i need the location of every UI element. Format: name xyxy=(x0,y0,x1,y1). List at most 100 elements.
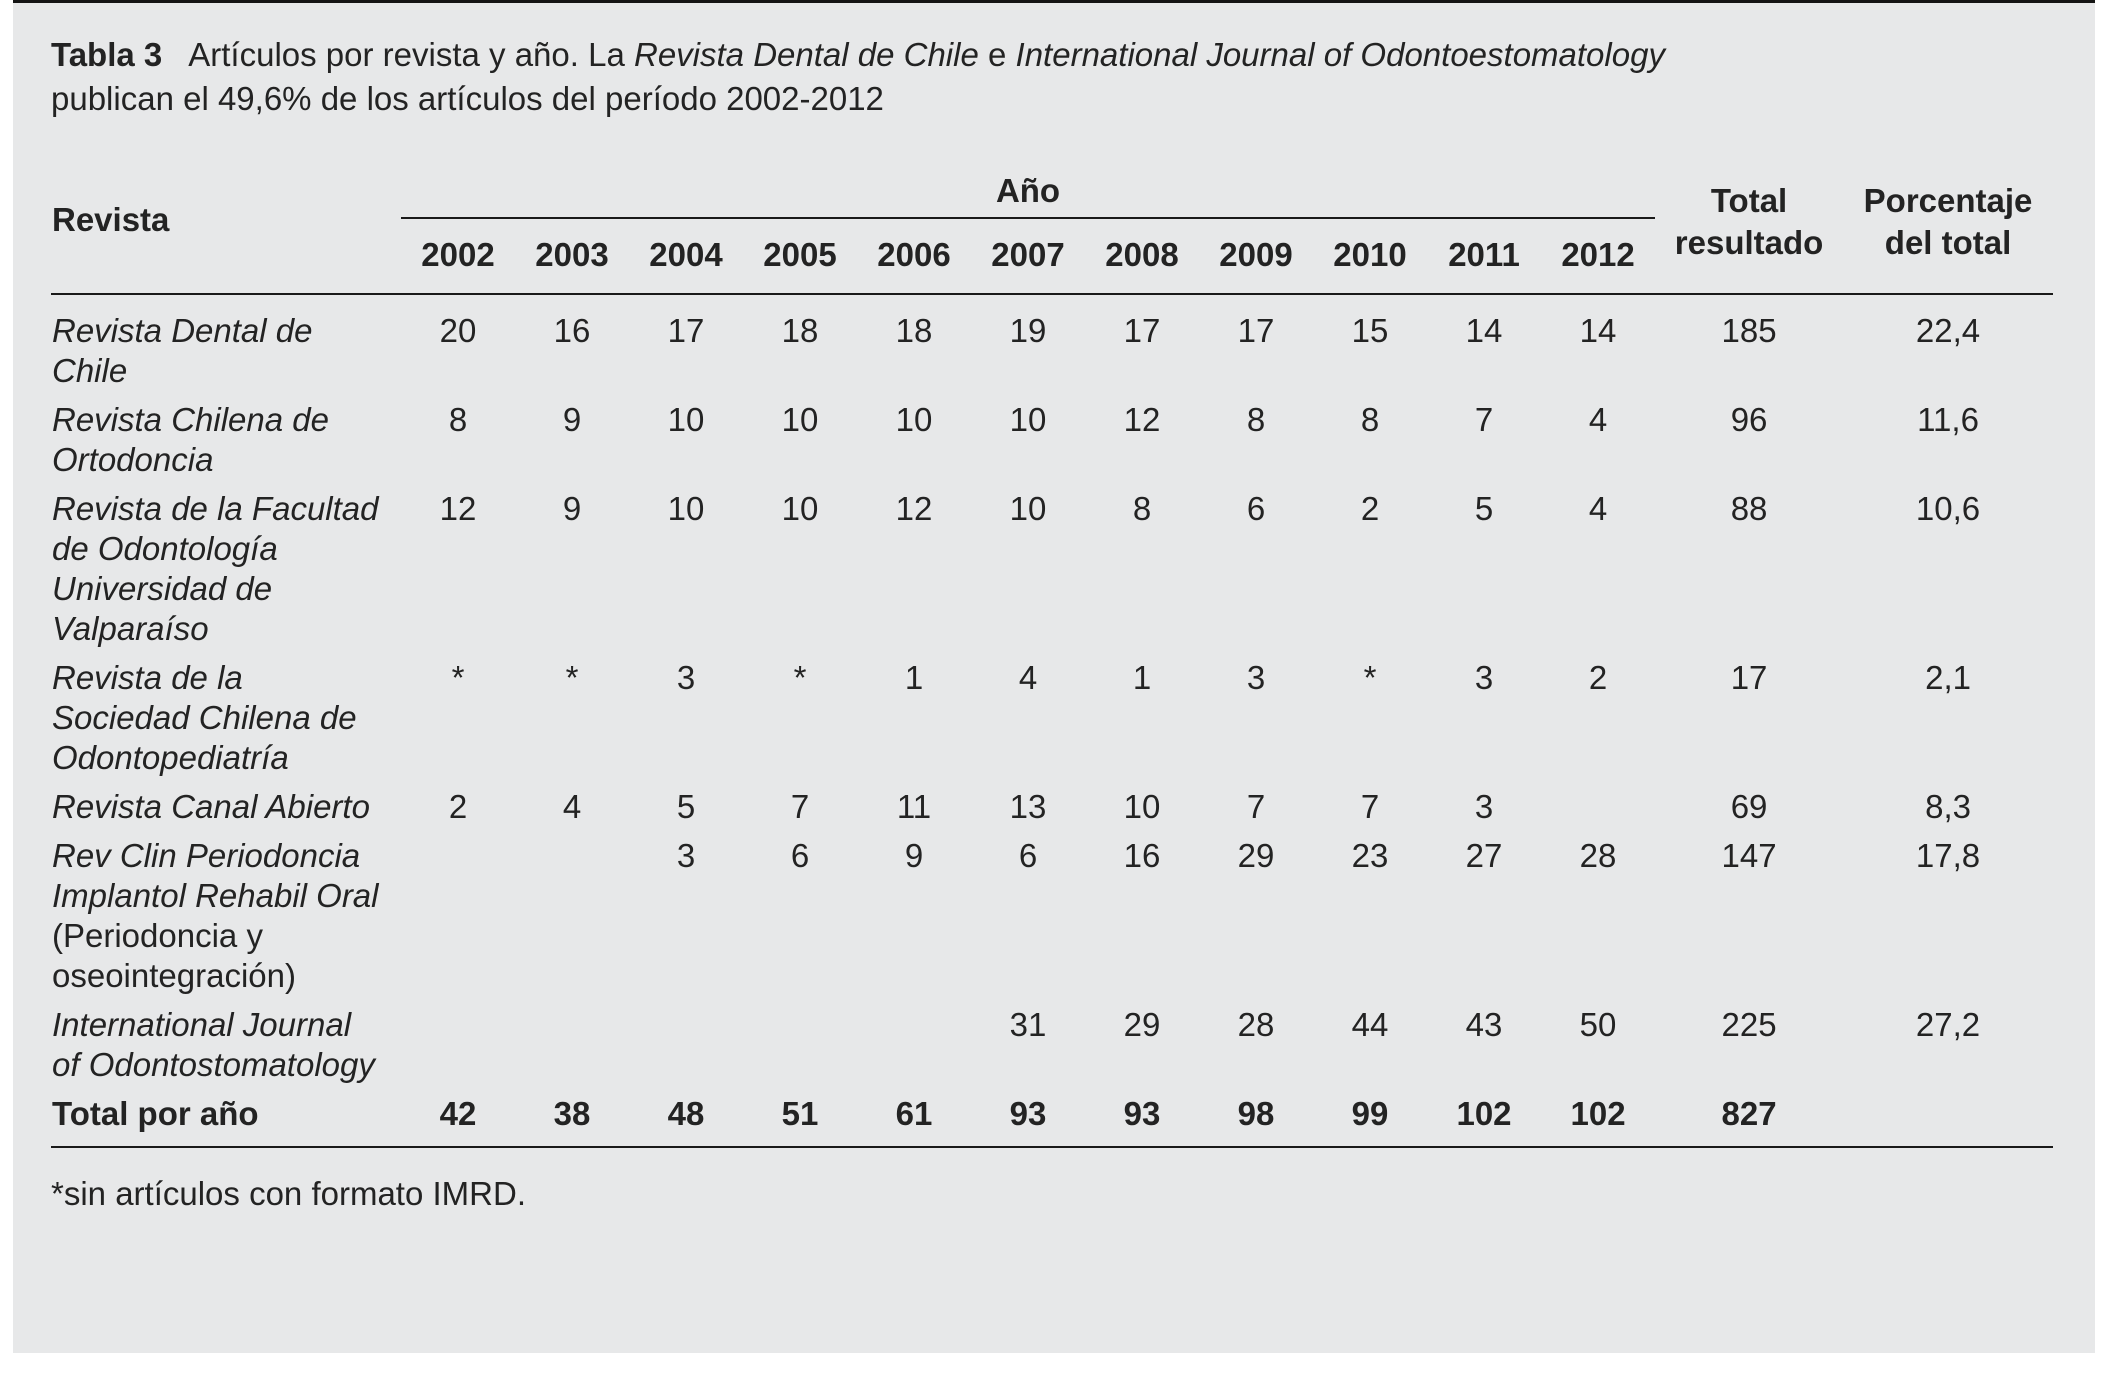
year-total-cell: 98 xyxy=(1199,1086,1313,1148)
year-value-cell: 28 xyxy=(1237,1006,1275,1043)
journal-name-italic: Rev Clin Periodoncia Implantol Rehabil O… xyxy=(52,837,379,914)
table-body: Revista Dental de Chile 20 16 17 18 18 19 17 17 1… xyxy=(51,294,2054,1148)
table-number: Tabla 3 xyxy=(51,36,163,73)
year-value-cell: 12 xyxy=(895,490,933,527)
year-value-cell: 44 xyxy=(1351,1006,1389,1043)
year-value-cell: 10 xyxy=(1009,490,1047,527)
col-header-year: 2010 xyxy=(1313,218,1427,295)
year-value-cell: 16 xyxy=(1123,837,1161,874)
year-value-cell: * xyxy=(793,659,807,696)
year-total-cell: 51 xyxy=(743,1086,857,1148)
year-value-cell: 10 xyxy=(1123,788,1161,825)
year-value-cell: 17 xyxy=(1237,312,1275,349)
year-value-cell: 10 xyxy=(1009,401,1047,438)
col-header-porcentaje-del-total: Porcentaje del total xyxy=(1843,159,2054,295)
year-value-cell: 7 xyxy=(1474,401,1494,438)
year-value-cell: 7 xyxy=(1246,788,1266,825)
year-total-cell: 102 xyxy=(1541,1086,1656,1148)
year-value-cell: 6 xyxy=(1246,490,1266,527)
table-row: Revista Dental de Chile 20 16 17 18 18 19 17 17 1… xyxy=(51,294,2053,392)
year-total-cell: 48 xyxy=(629,1086,743,1148)
year-value-cell xyxy=(1541,779,1655,828)
year-value-cell: 8 xyxy=(448,401,468,438)
table-panel: Tabla 3 Artículos por revista y año. La R… xyxy=(13,0,2095,1353)
table-row: Revista de la Sociedad Chilena de Odonto… xyxy=(51,650,2053,779)
total-row-label: Total por año xyxy=(51,1086,401,1148)
year-value-cell: 9 xyxy=(904,837,924,874)
year-value-cell: 5 xyxy=(676,788,696,825)
journal-name-cell: Revista Dental de Chile xyxy=(51,294,401,392)
journal-name-cell: International Journal of Odontostomatolo… xyxy=(51,997,401,1086)
year-value-cell: 3 xyxy=(676,659,696,696)
col-header-year: 2009 xyxy=(1199,218,1313,295)
table-caption: Tabla 3 Artículos por revista y año. La R… xyxy=(51,23,2059,121)
table-header: Revista Año Total resultado Porcentaje d… xyxy=(51,159,2054,295)
col-header-year: 2004 xyxy=(629,218,743,295)
year-value-cell: 18 xyxy=(895,312,933,349)
year-total-cell: 93 xyxy=(1085,1086,1199,1148)
year-value-cell: 31 xyxy=(1009,1006,1047,1043)
col-header-year: 2007 xyxy=(971,218,1085,295)
year-value-cell: 8 xyxy=(1246,401,1266,438)
year-value-cell xyxy=(743,997,857,1086)
journal-name-italic: Revista Dental de Chile xyxy=(52,312,313,389)
year-value-cell: 50 xyxy=(1579,1006,1617,1043)
year-value-cell xyxy=(401,828,515,997)
caption-text-2: e xyxy=(978,36,1016,73)
journal-name-cell: Rev Clin Periodoncia Implantol Rehabil O… xyxy=(51,828,401,997)
total-cell: 185 xyxy=(1721,312,1777,349)
col-header-year: 2012 xyxy=(1541,218,1656,295)
year-value-cell: 17 xyxy=(1123,312,1161,349)
col-header-year: 2003 xyxy=(515,218,629,295)
year-value-cell: 8 xyxy=(1132,490,1152,527)
year-total-cell: 93 xyxy=(971,1086,1085,1148)
total-cell: 147 xyxy=(1721,837,1777,874)
year-value-cell: 10 xyxy=(781,490,819,527)
articles-by-journal-year-table: Revista Año Total resultado Porcentaje d… xyxy=(51,159,2054,1148)
year-header-row: 2002 2003 2004 2005 2006 2007 2008 2009 2010 2011… xyxy=(51,218,2053,295)
table-row: International Journal of Odontostomatolo… xyxy=(51,997,2053,1086)
year-value-cell: 28 xyxy=(1579,837,1617,874)
pct-cell: 22,4 xyxy=(1915,312,1981,349)
year-value-cell: 12 xyxy=(1123,401,1161,438)
total-cell: 69 xyxy=(1730,788,1768,825)
year-value-cell: 6 xyxy=(790,837,810,874)
year-value-cell: 3 xyxy=(676,837,696,874)
year-value-cell: 7 xyxy=(1360,788,1380,825)
table-footnote: *sin artículos con formato IMRD. xyxy=(51,1175,526,1212)
journal-name-roman: (Periodoncia y oseointegración) xyxy=(52,917,296,994)
year-value-cell: 1 xyxy=(1132,659,1152,696)
pct-cell: 11,6 xyxy=(1917,401,1979,438)
year-value-cell: 29 xyxy=(1123,1006,1161,1043)
pct-cell: 27,2 xyxy=(1915,1006,1981,1043)
year-value-cell: * xyxy=(565,659,579,696)
year-value-cell: 18 xyxy=(781,312,819,349)
col-header-year: 2005 xyxy=(743,218,857,295)
year-value-cell: 2 xyxy=(448,788,468,825)
col-group-header-ano: Año xyxy=(401,159,1656,219)
year-value-cell: 14 xyxy=(1465,312,1503,349)
year-value-cell: 2 xyxy=(1588,659,1608,696)
total-cell: 225 xyxy=(1721,1006,1777,1043)
year-value-cell: 10 xyxy=(781,401,819,438)
year-value-cell: 1 xyxy=(904,659,924,696)
year-value-cell xyxy=(515,828,629,997)
year-value-cell: 3 xyxy=(1246,659,1266,696)
year-value-cell: 10 xyxy=(667,490,705,527)
year-value-cell: 5 xyxy=(1474,490,1494,527)
year-value-cell: 13 xyxy=(1009,788,1047,825)
pct-cell: 8,3 xyxy=(1925,788,1971,825)
year-value-cell xyxy=(401,997,515,1086)
year-value-cell: 8 xyxy=(1360,401,1380,438)
pct-cell: 2,1 xyxy=(1925,659,1971,696)
year-total-cell: 42 xyxy=(401,1086,515,1148)
table-row: Rev Clin Periodoncia Implantol Rehabil O… xyxy=(51,828,2053,997)
year-value-cell: 2 xyxy=(1360,490,1380,527)
total-cell: 96 xyxy=(1730,401,1768,438)
year-value-cell: 19 xyxy=(1009,312,1047,349)
total-cell: 88 xyxy=(1730,490,1768,527)
year-value-cell: 17 xyxy=(667,312,705,349)
year-value-cell: 7 xyxy=(790,788,810,825)
journal-name-cell: Revista de la Facultad de Odontología Un… xyxy=(51,481,401,650)
